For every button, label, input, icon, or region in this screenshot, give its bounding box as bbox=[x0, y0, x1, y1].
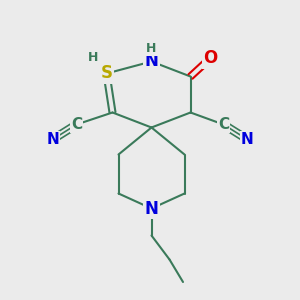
Text: N: N bbox=[145, 200, 158, 217]
Text: S: S bbox=[100, 64, 112, 82]
Text: N: N bbox=[145, 52, 158, 70]
Text: H: H bbox=[88, 51, 98, 64]
Text: H: H bbox=[146, 42, 157, 56]
Text: N: N bbox=[241, 132, 254, 147]
Text: C: C bbox=[71, 117, 82, 132]
Text: C: C bbox=[218, 117, 229, 132]
Text: N: N bbox=[46, 132, 59, 147]
Text: O: O bbox=[203, 50, 217, 68]
